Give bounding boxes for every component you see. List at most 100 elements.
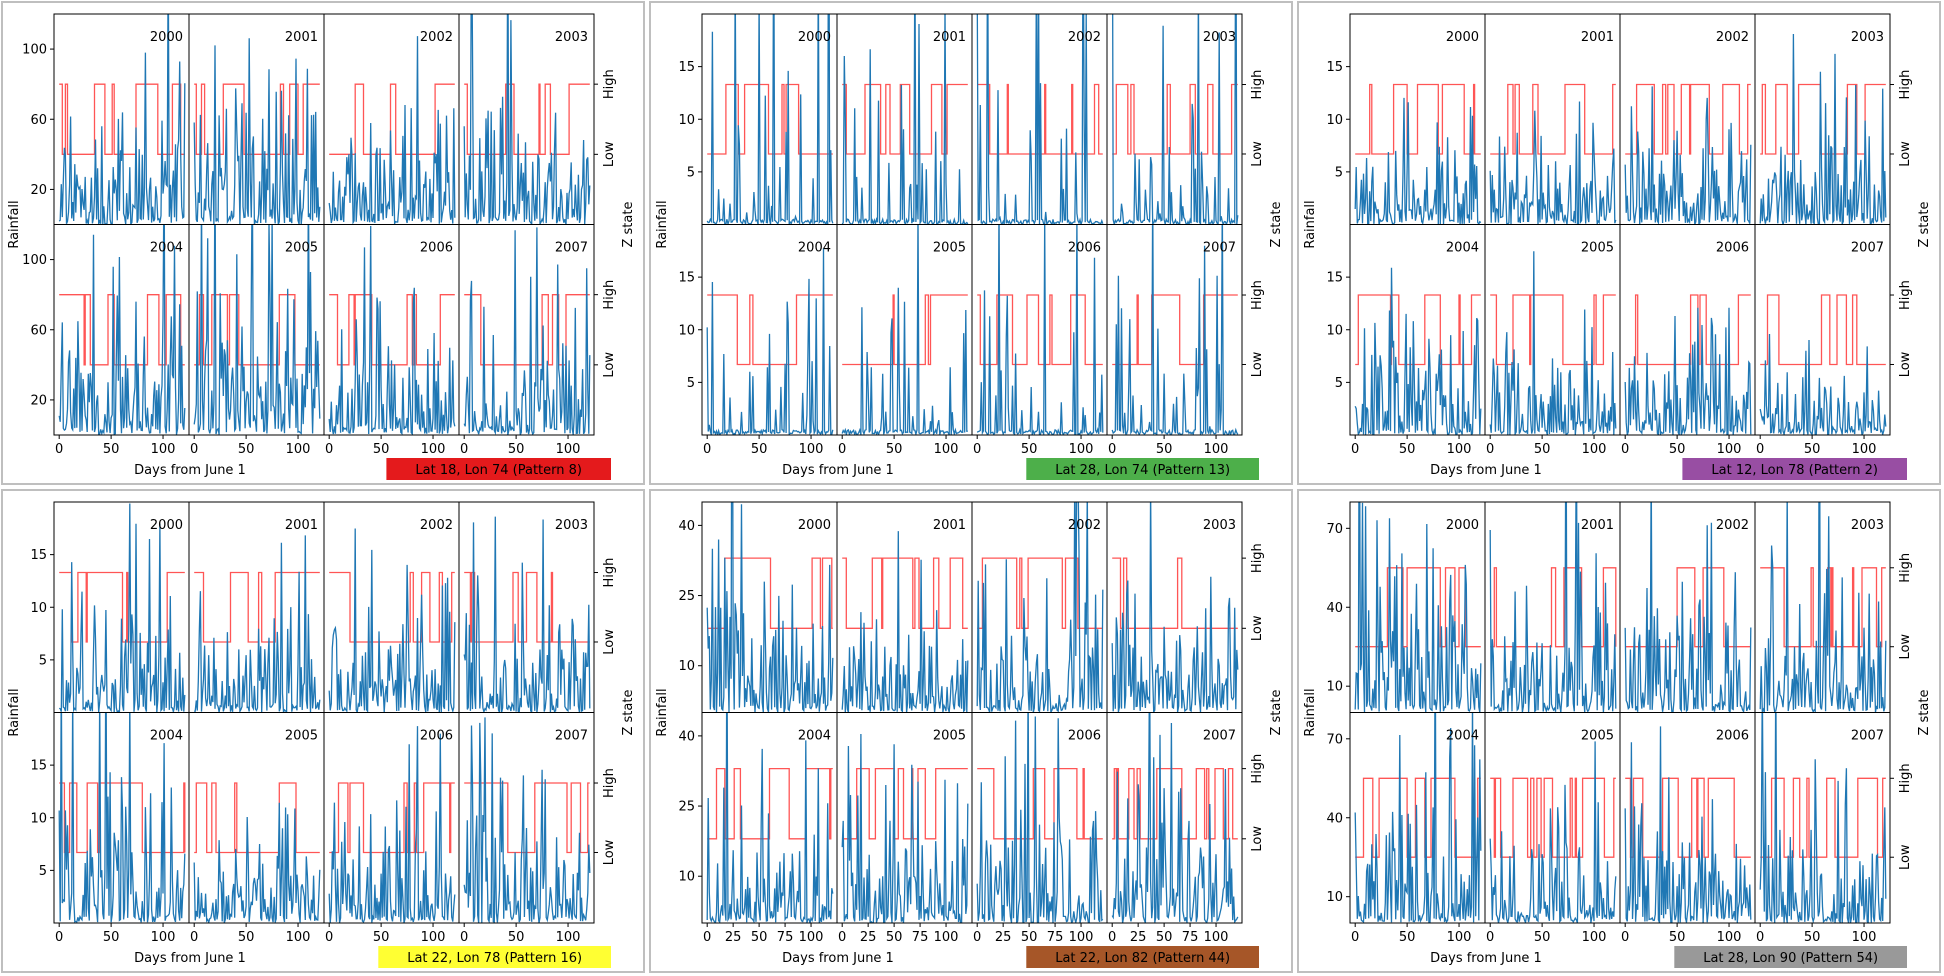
year-subplot: 2006 0 50 100 bbox=[323, 224, 460, 457]
year-subplot: 2003 High Low bbox=[1754, 13, 1913, 225]
rainfall-line bbox=[1624, 307, 1752, 435]
z-state-tick-label: Low bbox=[1250, 826, 1265, 852]
year-subplot: 2007 High Low 0 50 100 bbox=[1754, 712, 1913, 945]
y-tick-label: 40 bbox=[678, 729, 695, 744]
location-panel: Rainfall Z state Days from June 1 Lat 28, L… bbox=[649, 1, 1293, 485]
rainfall-line bbox=[1759, 333, 1887, 435]
rainfall-line bbox=[1354, 502, 1482, 713]
year-label: 2000 bbox=[1446, 30, 1479, 45]
year-label: 2004 bbox=[1446, 729, 1479, 744]
location-badge bbox=[1026, 458, 1259, 480]
y-tick-label: 60 bbox=[30, 113, 47, 128]
rainfall-line bbox=[193, 802, 321, 923]
year-label: 2002 bbox=[420, 30, 453, 45]
year-subplot: 2005 0 50 100 bbox=[188, 712, 325, 945]
z-state-line bbox=[464, 571, 590, 643]
z-state-tick-label: High bbox=[602, 280, 617, 310]
subplot-frame bbox=[1754, 224, 1891, 436]
year-label: 2007 bbox=[1851, 241, 1884, 256]
rainfall-line bbox=[841, 224, 968, 435]
subplot-frame bbox=[1754, 712, 1891, 924]
x-tick-label: 50 bbox=[508, 930, 525, 945]
location-panel: Rainfall Z state Days from June 1 Lat 22, L… bbox=[649, 489, 1293, 973]
year-label: 2006 bbox=[1716, 729, 1749, 744]
year-subplot: 2003 High Low bbox=[458, 501, 617, 713]
x-tick-label: 0 bbox=[1756, 442, 1764, 457]
year-label: 2003 bbox=[1851, 30, 1884, 45]
y-tick-label: 20 bbox=[30, 183, 47, 198]
location-badge bbox=[386, 458, 611, 480]
rainfall-line bbox=[976, 502, 1104, 713]
year-label: 2005 bbox=[933, 241, 966, 256]
z-state-line bbox=[1112, 294, 1238, 366]
year-subplot: 2003 High Low bbox=[1106, 13, 1265, 225]
y-tick-label: 15 bbox=[1326, 60, 1343, 75]
x-tick-label: 100 bbox=[1852, 930, 1877, 945]
z-state-line bbox=[1490, 294, 1616, 366]
rainfall-line bbox=[1624, 726, 1752, 923]
year-label: 2004 bbox=[150, 729, 183, 744]
x-tick-label: 0 bbox=[325, 442, 333, 457]
rainfall-line bbox=[1112, 14, 1239, 225]
x-tick-label: 0 bbox=[1351, 930, 1359, 945]
year-subplot: 2000 20 60 100 bbox=[22, 13, 190, 225]
z-state-line bbox=[1355, 777, 1481, 858]
z-state-line bbox=[1760, 777, 1886, 858]
y-tick-label: 100 bbox=[22, 253, 47, 268]
location-label: Lat 28, Lon 74 (Pattern 13) bbox=[1055, 463, 1230, 478]
year-subplot: 2002 bbox=[323, 501, 460, 713]
z-state-line bbox=[1490, 83, 1616, 155]
z-state-line bbox=[329, 294, 455, 366]
y-tick-label: 40 bbox=[1326, 811, 1343, 826]
subplot-frame bbox=[458, 224, 595, 436]
location-badge bbox=[1674, 946, 1907, 968]
z-state-tick-label: High bbox=[1898, 280, 1913, 310]
year-subplot: 2004 10 25 40 0 25 50 75 100 bbox=[678, 712, 838, 945]
x-axis-label: Days from June 1 bbox=[1430, 951, 1542, 966]
year-subplot: 2007 High Low 0 50 100 bbox=[458, 712, 617, 945]
year-label: 2001 bbox=[933, 518, 966, 533]
x-tick-label: 0 bbox=[1351, 442, 1359, 457]
x-tick-label: 100 bbox=[151, 442, 176, 457]
year-subplot: 2000 5 10 15 bbox=[30, 501, 190, 713]
z-state-tick-label: Low bbox=[602, 839, 617, 865]
year-label: 2002 bbox=[1716, 30, 1749, 45]
z-state-tick-label: Low bbox=[602, 141, 617, 167]
z-state-line bbox=[194, 571, 320, 643]
x-tick-label: 100 bbox=[934, 930, 959, 945]
z-state-tick-label: Low bbox=[602, 629, 617, 655]
rainfall-line bbox=[1111, 712, 1239, 923]
y-tick-label: 25 bbox=[678, 800, 695, 815]
rainfall-line bbox=[1111, 502, 1239, 713]
rainfall-line bbox=[1354, 712, 1482, 923]
y-tick-label: 15 bbox=[30, 759, 47, 774]
z-state-tick-label: Low bbox=[602, 352, 617, 378]
z-state-line bbox=[194, 782, 320, 854]
x-tick-label: 100 bbox=[1204, 442, 1229, 457]
year-subplot: 2005 0 50 100 bbox=[188, 224, 325, 457]
z-state-tick-label: Low bbox=[1898, 141, 1913, 167]
year-subplot: 2001 bbox=[1484, 13, 1621, 225]
year-label: 2004 bbox=[1446, 241, 1479, 256]
z-state-tick-label: Low bbox=[1898, 844, 1913, 870]
year-label: 2006 bbox=[420, 729, 453, 744]
rainfall-line bbox=[463, 227, 591, 435]
panel-frame bbox=[1297, 489, 1941, 973]
y-tick-label: 5 bbox=[39, 653, 47, 668]
rainfall-line bbox=[58, 224, 186, 435]
x-tick-label: 0 bbox=[703, 442, 711, 457]
y-tick-label: 70 bbox=[1326, 732, 1343, 747]
x-tick-label: 100 bbox=[1582, 442, 1607, 457]
subplot-frame bbox=[971, 224, 1108, 436]
z-state-line bbox=[194, 83, 320, 155]
z-state-tick-label: High bbox=[602, 558, 617, 588]
year-subplot: 2005 0 50 100 bbox=[1484, 712, 1621, 945]
x-tick-label: 50 bbox=[238, 930, 255, 945]
year-label: 2003 bbox=[1203, 518, 1236, 533]
x-tick-label: 0 bbox=[460, 930, 468, 945]
y-tick-label: 10 bbox=[678, 870, 695, 885]
y-axis-label: Rainfall bbox=[655, 200, 670, 248]
z-state-tick-label: High bbox=[1250, 543, 1265, 573]
x-tick-label: 50 bbox=[1021, 930, 1038, 945]
z-state-line bbox=[1625, 567, 1751, 648]
